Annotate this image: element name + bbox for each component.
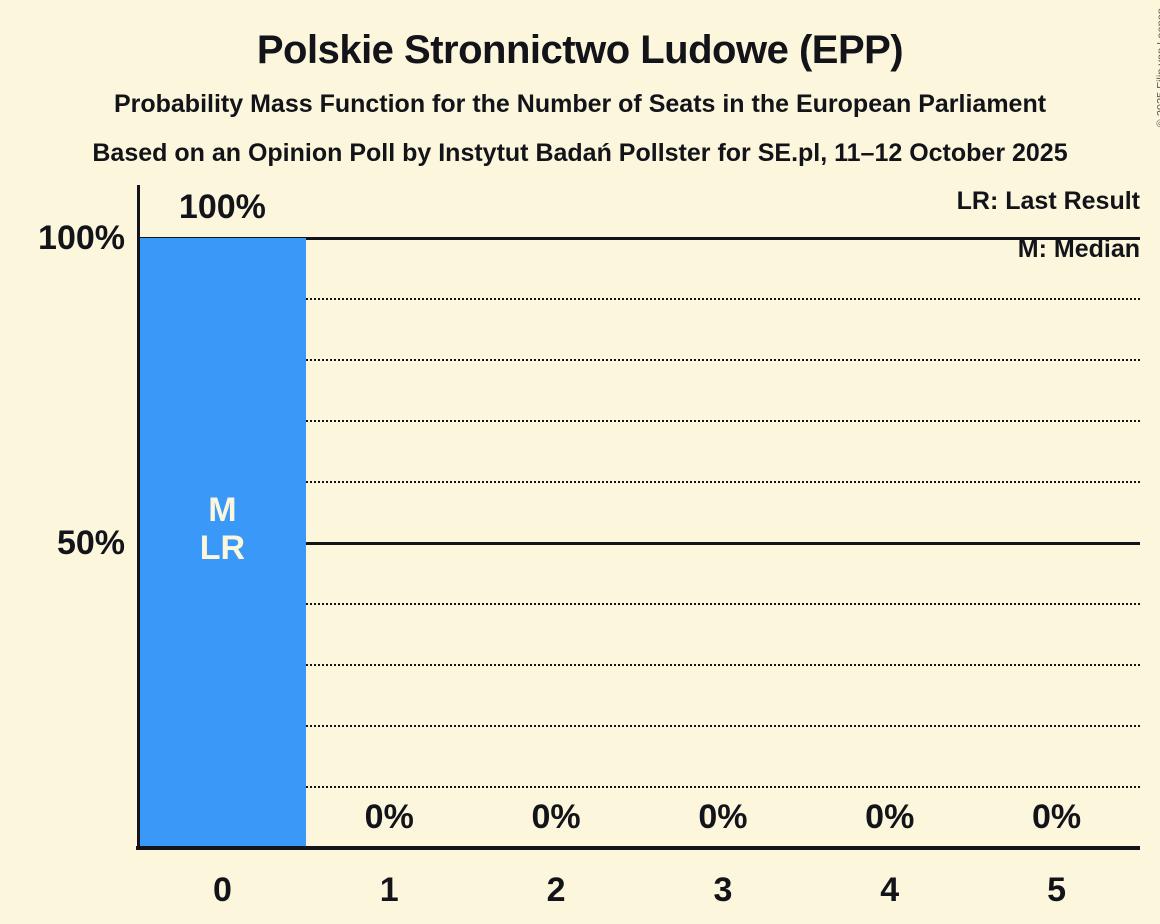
x-tick-label-1: 1 xyxy=(379,871,399,909)
bar-seats-0 xyxy=(139,238,306,848)
gridline-dotted-30pct xyxy=(139,664,1140,666)
bar-value-label-seats-1: 0% xyxy=(364,798,414,836)
legend-last-result: LR: Last Result xyxy=(956,187,1140,215)
bar-value-label-seats-0: 100% xyxy=(178,188,266,226)
y-axis-line xyxy=(137,185,140,848)
gridline-dotted-70pct xyxy=(139,420,1140,422)
bar-value-label-seats-4: 0% xyxy=(865,798,915,836)
x-tick-label-0: 0 xyxy=(212,871,232,909)
gridline-dotted-80pct xyxy=(139,359,1140,361)
y-axis-label-50pct: 50% xyxy=(56,524,125,562)
gridline-dotted-40pct xyxy=(139,603,1140,605)
chart-subtitle: Probability Mass Function for the Number… xyxy=(113,90,1047,118)
y-axis-label-100pct: 100% xyxy=(38,219,125,257)
gridline-dotted-20pct xyxy=(139,725,1140,727)
bar-value-label-seats-2: 0% xyxy=(531,798,581,836)
gridline-dotted-10pct xyxy=(139,786,1140,788)
bar-annotation-seats-0: M LR xyxy=(139,238,306,848)
x-tick-label-4: 4 xyxy=(880,871,900,909)
x-axis-line xyxy=(136,846,1140,850)
gridline-dotted-60pct xyxy=(139,481,1140,483)
bar-value-label-seats-5: 0% xyxy=(1032,798,1082,836)
bar-annotation-line: M xyxy=(208,491,237,529)
gridline-dotted-90pct xyxy=(139,298,1140,300)
bar-annotation-line: LR xyxy=(199,529,246,567)
bar-value-label-seats-3: 0% xyxy=(698,798,748,836)
gridline-solid-50pct xyxy=(139,541,1140,545)
gridline-solid-100pct xyxy=(139,236,1140,240)
x-tick-label-3: 3 xyxy=(713,871,733,909)
chart-source-line: Based on an Opinion Poll by Instytut Bad… xyxy=(92,139,1068,167)
x-tick-label-5: 5 xyxy=(1047,871,1067,909)
legend-median: M: Median xyxy=(1017,235,1140,263)
chart-title: Polskie Stronnictwo Ludowe (EPP) xyxy=(256,28,904,72)
x-tick-label-2: 2 xyxy=(546,871,566,909)
